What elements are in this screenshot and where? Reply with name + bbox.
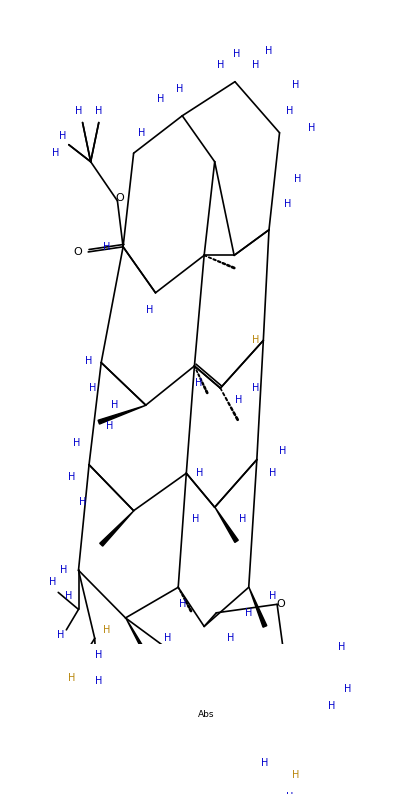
Text: H: H [217,60,224,70]
Text: H: H [52,148,59,158]
Text: H: H [103,242,111,252]
Text: H: H [85,356,92,366]
Text: H: H [176,83,184,94]
Text: O: O [277,599,286,609]
Text: H: H [251,335,259,345]
Text: H: H [103,625,111,635]
Text: H: H [73,437,81,448]
Text: H: H [338,642,346,652]
Text: H: H [95,650,103,661]
Text: O: O [115,193,124,202]
Text: H: H [79,497,86,507]
Text: H: H [111,400,119,410]
Text: H: H [95,676,103,686]
Text: H: H [279,446,286,456]
Text: H: H [196,468,204,478]
Text: O: O [73,247,82,257]
Text: H: H [195,378,202,388]
Text: H: H [344,684,351,695]
Polygon shape [126,618,153,665]
Text: H: H [138,128,146,138]
Text: H: H [284,199,292,210]
Polygon shape [249,588,267,627]
Text: H: H [251,60,259,70]
Text: H: H [261,757,269,768]
Polygon shape [100,511,134,546]
Text: H: H [105,421,113,430]
Polygon shape [174,664,188,696]
Text: H: H [59,131,66,141]
Text: H: H [60,565,68,576]
Text: H: H [95,106,103,116]
Text: H: H [146,305,154,314]
Text: H: H [227,634,235,643]
Text: H: H [292,769,300,780]
Polygon shape [215,507,238,542]
Text: H: H [269,468,277,478]
Text: H: H [192,515,200,524]
Text: H: H [239,515,246,524]
Text: H: H [308,122,316,133]
Text: H: H [328,701,335,711]
Text: Abs: Abs [198,711,215,719]
Text: H: H [292,80,300,90]
Text: H: H [89,384,97,393]
Text: H: H [265,46,273,56]
Text: H: H [75,106,82,116]
Text: H: H [65,591,73,601]
Text: H: H [235,395,243,405]
Text: H: H [251,384,259,393]
Text: H: H [286,792,293,794]
Text: H: H [233,49,240,60]
Text: H: H [286,106,293,116]
Text: H: H [245,608,252,618]
Text: H: H [57,630,64,640]
Text: H: H [178,599,186,609]
Text: H: H [68,673,76,683]
Polygon shape [98,405,146,424]
Text: H: H [49,577,56,588]
Text: H: H [164,634,171,643]
Text: H: H [294,174,301,183]
Text: H: H [158,94,165,104]
Text: H: H [68,472,76,482]
Text: H: H [269,591,277,601]
FancyBboxPatch shape [193,707,221,723]
